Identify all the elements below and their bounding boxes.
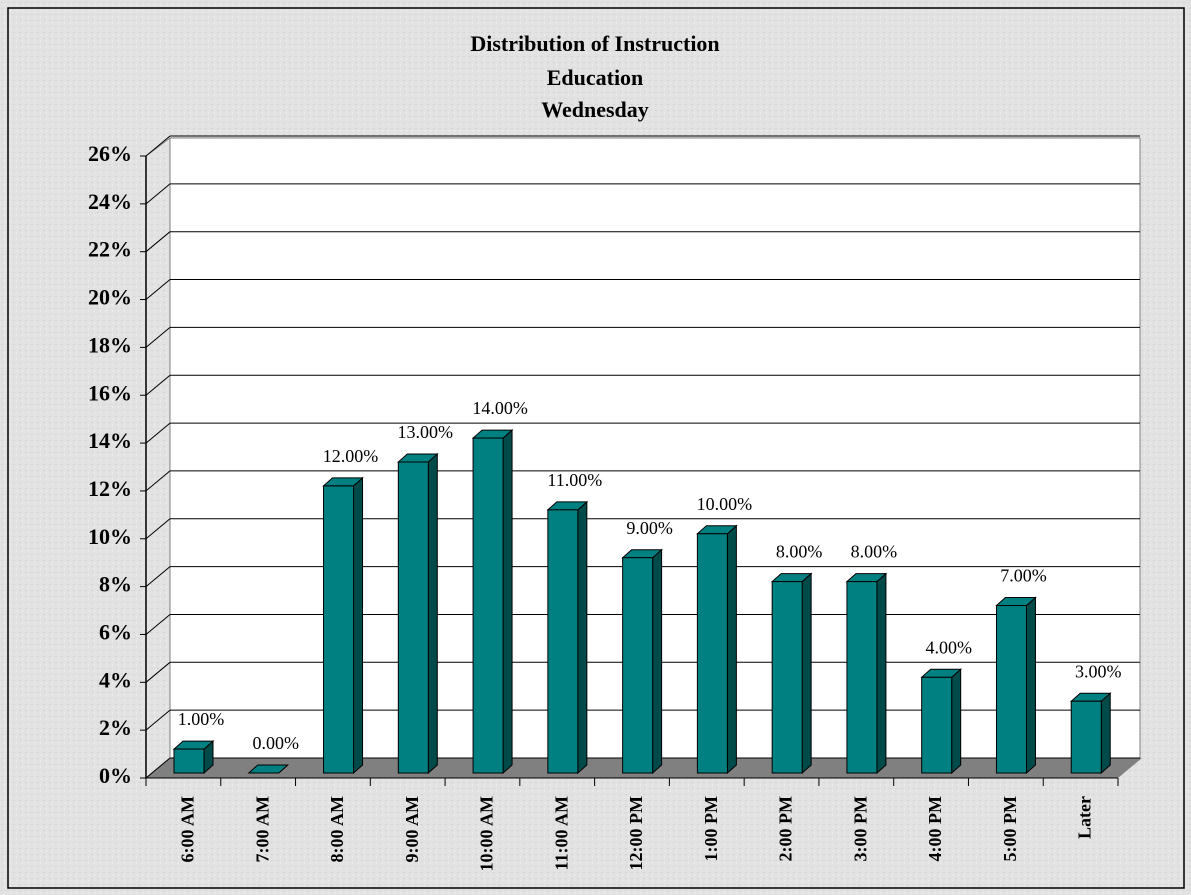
value-label: 4.00% xyxy=(925,637,972,657)
y-tick-label: 0% xyxy=(99,763,132,788)
value-label: 0.00% xyxy=(253,733,300,753)
value-label: 10.00% xyxy=(697,494,753,514)
bar xyxy=(622,557,654,774)
x-tick-label: 3:00 PM xyxy=(850,796,870,861)
bar xyxy=(397,461,429,774)
bar-side xyxy=(353,476,364,775)
bar-side xyxy=(502,428,513,775)
y-tick-label: 4% xyxy=(99,667,132,692)
x-tick-label: 8:00 AM xyxy=(327,796,347,863)
bar-side xyxy=(726,524,737,775)
bar xyxy=(921,676,953,774)
y-tick-label: 22% xyxy=(88,237,132,262)
bar-top xyxy=(247,764,290,774)
y-tick-label: 14% xyxy=(88,428,132,453)
grid-line xyxy=(145,183,171,205)
x-tick-label: 4:00 PM xyxy=(925,796,945,861)
y-tick-label: 26% xyxy=(88,141,132,166)
x-tick-label: 1:00 PM xyxy=(701,796,721,861)
x-tick-label: 10:00 AM xyxy=(477,796,497,872)
bar-side xyxy=(1100,692,1111,775)
bar xyxy=(771,581,803,774)
chart-title: Education xyxy=(547,65,644,90)
x-tick-label: Later xyxy=(1075,796,1095,839)
bar xyxy=(472,437,504,774)
bar xyxy=(846,581,878,774)
grid-line xyxy=(145,135,171,157)
y-tick-label: 20% xyxy=(88,285,132,310)
bar-side xyxy=(427,452,438,775)
value-label: 9.00% xyxy=(626,518,673,538)
value-label: 14.00% xyxy=(472,398,528,418)
bar xyxy=(995,605,1027,774)
y-tick-label: 24% xyxy=(88,189,132,214)
y-tick-label: 10% xyxy=(88,524,132,549)
y-tick-label: 12% xyxy=(88,476,132,501)
grid-line xyxy=(145,231,171,253)
grid-line xyxy=(145,279,171,300)
frame xyxy=(7,7,1185,889)
grid-line xyxy=(145,327,171,348)
x-tick-label: 11:00 AM xyxy=(551,796,571,871)
grid-line xyxy=(145,661,171,683)
chart-title: Wednesday xyxy=(541,97,649,122)
bar xyxy=(1070,700,1102,774)
bar xyxy=(173,748,205,774)
bar xyxy=(547,509,579,774)
bar-side xyxy=(951,668,962,775)
bar-side xyxy=(1025,596,1036,775)
value-label: 8.00% xyxy=(776,542,823,562)
bar-side xyxy=(652,548,663,775)
grid-line xyxy=(145,374,171,396)
y-tick-label: 16% xyxy=(88,380,132,405)
x-tick-label: 9:00 AM xyxy=(402,796,422,863)
value-label: 12.00% xyxy=(323,446,379,466)
bar-side xyxy=(876,572,887,775)
grid-line xyxy=(145,757,171,779)
x-tick-label: 2:00 PM xyxy=(776,796,796,861)
x-tick-label: 7:00 AM xyxy=(252,796,272,863)
value-label: 3.00% xyxy=(1075,661,1122,681)
value-label: 7.00% xyxy=(1000,566,1047,586)
x-tick-label: 12:00 PM xyxy=(626,796,646,870)
y-tick-label: 18% xyxy=(88,332,132,357)
value-label: 13.00% xyxy=(398,422,454,442)
x-tick-label: 5:00 PM xyxy=(1000,796,1020,861)
grid-line xyxy=(145,518,171,540)
value-label: 1.00% xyxy=(178,709,225,729)
grid-line xyxy=(145,470,171,492)
chart-title: Distribution of Instruction xyxy=(470,31,719,56)
bar-side xyxy=(577,500,588,775)
grid-line xyxy=(145,422,171,444)
bar xyxy=(323,485,355,774)
x-tick-label: 6:00 AM xyxy=(178,796,198,863)
bar-side xyxy=(801,572,812,775)
value-label: 8.00% xyxy=(851,542,898,562)
y-tick-label: 6% xyxy=(99,620,132,645)
y-tick-label: 2% xyxy=(99,715,132,740)
y-tick-label: 8% xyxy=(99,572,132,597)
grid-line xyxy=(145,709,171,731)
grid-line xyxy=(145,566,171,587)
bar xyxy=(696,533,728,774)
grid-line xyxy=(145,614,171,635)
value-label: 11.00% xyxy=(547,470,602,490)
